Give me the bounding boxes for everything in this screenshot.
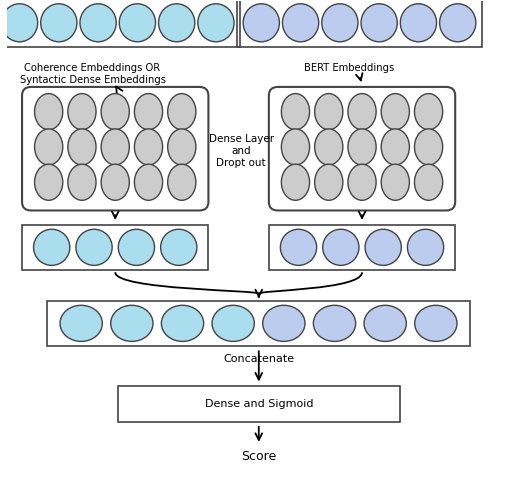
Ellipse shape bbox=[167, 94, 196, 130]
Text: BERT Embeddings: BERT Embeddings bbox=[304, 63, 395, 73]
Ellipse shape bbox=[283, 4, 318, 42]
Ellipse shape bbox=[313, 305, 356, 341]
Ellipse shape bbox=[263, 305, 305, 341]
Ellipse shape bbox=[60, 305, 102, 341]
Ellipse shape bbox=[34, 229, 70, 265]
Ellipse shape bbox=[400, 4, 437, 42]
Ellipse shape bbox=[118, 229, 155, 265]
Ellipse shape bbox=[415, 305, 457, 341]
Bar bbox=[237, 0, 482, 47]
Ellipse shape bbox=[134, 129, 163, 165]
Ellipse shape bbox=[381, 94, 410, 130]
Ellipse shape bbox=[440, 4, 476, 42]
Ellipse shape bbox=[35, 94, 63, 130]
Ellipse shape bbox=[159, 4, 195, 42]
Bar bbox=[47, 301, 471, 346]
Ellipse shape bbox=[68, 94, 96, 130]
Ellipse shape bbox=[408, 229, 444, 265]
Ellipse shape bbox=[111, 305, 153, 341]
Text: Dense and Sigmoid: Dense and Sigmoid bbox=[204, 399, 313, 409]
Ellipse shape bbox=[134, 164, 163, 200]
Ellipse shape bbox=[161, 229, 197, 265]
Ellipse shape bbox=[76, 229, 112, 265]
Ellipse shape bbox=[381, 129, 410, 165]
Bar bbox=[22, 225, 208, 270]
Ellipse shape bbox=[198, 4, 234, 42]
Bar bbox=[118, 386, 400, 422]
Ellipse shape bbox=[282, 164, 310, 200]
Ellipse shape bbox=[119, 4, 156, 42]
Ellipse shape bbox=[101, 164, 130, 200]
Bar bbox=[0, 0, 240, 47]
Ellipse shape bbox=[364, 305, 407, 341]
Ellipse shape bbox=[80, 4, 116, 42]
Ellipse shape bbox=[101, 94, 130, 130]
Ellipse shape bbox=[323, 229, 359, 265]
Ellipse shape bbox=[161, 305, 204, 341]
Ellipse shape bbox=[415, 164, 443, 200]
Ellipse shape bbox=[315, 129, 343, 165]
Ellipse shape bbox=[415, 94, 443, 130]
Text: Score: Score bbox=[241, 450, 276, 463]
Ellipse shape bbox=[381, 164, 410, 200]
Ellipse shape bbox=[365, 229, 401, 265]
Ellipse shape bbox=[348, 129, 376, 165]
Ellipse shape bbox=[167, 164, 196, 200]
Ellipse shape bbox=[415, 129, 443, 165]
Ellipse shape bbox=[101, 129, 130, 165]
Ellipse shape bbox=[281, 229, 316, 265]
Ellipse shape bbox=[35, 129, 63, 165]
Text: Coherence Embeddings OR
Syntactic Dense Embeddings: Coherence Embeddings OR Syntactic Dense … bbox=[19, 63, 165, 85]
Ellipse shape bbox=[361, 4, 397, 42]
Ellipse shape bbox=[348, 94, 376, 130]
Ellipse shape bbox=[322, 4, 358, 42]
Ellipse shape bbox=[315, 94, 343, 130]
Ellipse shape bbox=[315, 164, 343, 200]
Ellipse shape bbox=[243, 4, 280, 42]
Ellipse shape bbox=[282, 94, 310, 130]
Ellipse shape bbox=[282, 129, 310, 165]
Ellipse shape bbox=[68, 164, 96, 200]
Text: Dense Layer
and
Dropt out: Dense Layer and Dropt out bbox=[208, 134, 274, 168]
Ellipse shape bbox=[167, 129, 196, 165]
Ellipse shape bbox=[212, 305, 254, 341]
Text: Concatenate: Concatenate bbox=[223, 355, 294, 365]
Ellipse shape bbox=[348, 164, 376, 200]
Bar bbox=[269, 225, 455, 270]
Ellipse shape bbox=[134, 94, 163, 130]
Ellipse shape bbox=[2, 4, 38, 42]
Ellipse shape bbox=[35, 164, 63, 200]
Ellipse shape bbox=[68, 129, 96, 165]
Ellipse shape bbox=[40, 4, 77, 42]
